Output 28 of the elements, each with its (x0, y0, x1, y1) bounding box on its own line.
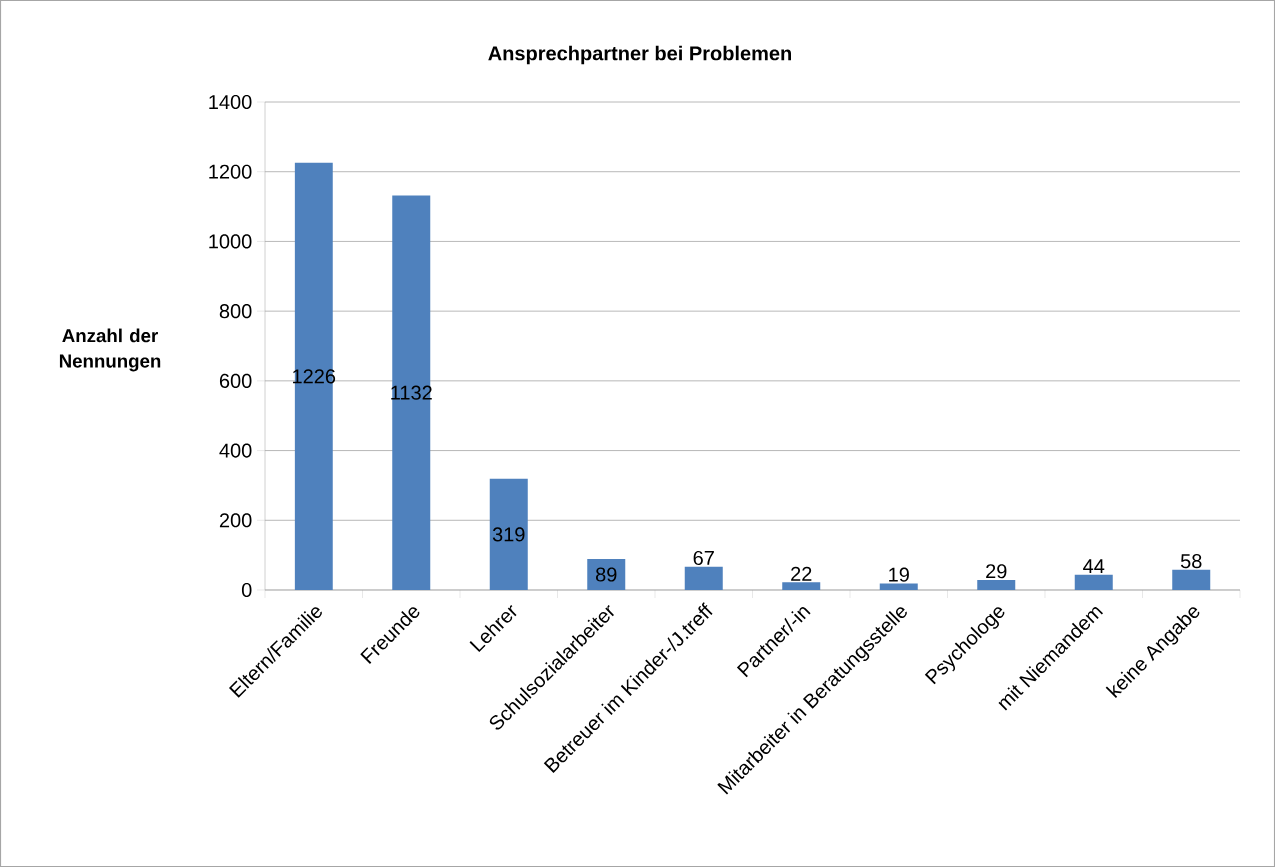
data-label: 44 (1083, 559, 1105, 574)
y-tick-label: 1200 (209, 164, 252, 179)
bar (977, 579, 1016, 590)
y-axis-title: Anzahl der Nennungen (59, 328, 161, 372)
bar (587, 558, 626, 590)
bar (782, 582, 821, 590)
data-label: 319 (492, 527, 525, 542)
data-label: 67 (693, 550, 714, 566)
bar (1074, 574, 1113, 590)
y-tick-label: 400 (219, 443, 252, 458)
chart-title: Ansprechpartner bei Problemen (488, 45, 791, 65)
bar (684, 566, 723, 590)
bar (1172, 569, 1211, 590)
y-tick-label: 800 (219, 304, 252, 319)
y-tick-label: 600 (219, 373, 252, 388)
data-label: 89 (596, 567, 617, 582)
data-label: 19 (889, 567, 909, 582)
data-label: 29 (986, 564, 1007, 579)
data-label: 22 (791, 566, 812, 581)
bar (879, 583, 918, 590)
bar (392, 195, 431, 590)
y-tick-label: 200 (219, 513, 252, 528)
y-tick-label: 0 (241, 582, 252, 598)
y-tick-label: 1000 (209, 234, 252, 249)
bar (294, 162, 333, 590)
y-tick-label: 1400 (209, 94, 252, 110)
bar (489, 478, 528, 590)
data-label: 58 (1180, 554, 1202, 569)
